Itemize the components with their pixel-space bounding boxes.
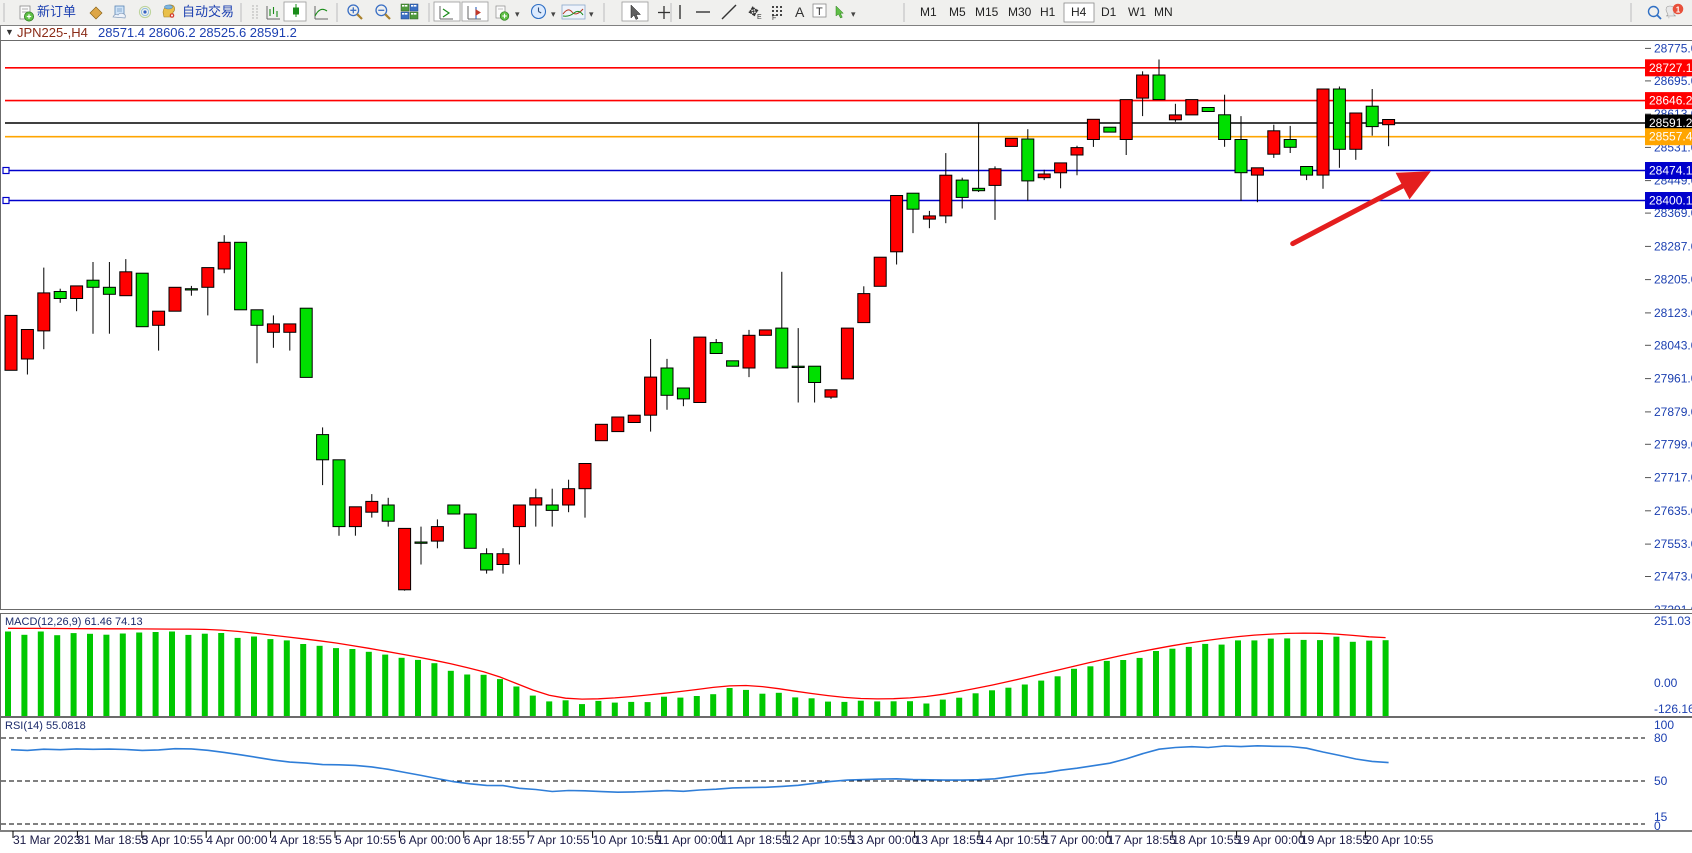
svg-text:12 Apr 10:55: 12 Apr 10:55 bbox=[786, 833, 854, 847]
svg-text:▾: ▾ bbox=[851, 9, 856, 19]
svg-text:27879.0: 27879.0 bbox=[1654, 405, 1692, 419]
svg-text:H1: H1 bbox=[1040, 5, 1056, 19]
svg-text:50: 50 bbox=[1654, 774, 1668, 788]
svg-text:MN: MN bbox=[1154, 5, 1173, 19]
svg-text:H4: H4 bbox=[1071, 5, 1087, 19]
svg-text:0.00: 0.00 bbox=[1654, 676, 1678, 690]
svg-text:28287.0: 28287.0 bbox=[1654, 239, 1692, 253]
svg-text:100: 100 bbox=[1654, 718, 1674, 732]
svg-text:A: A bbox=[795, 4, 805, 20]
svg-text:28591.2: 28591.2 bbox=[1649, 116, 1692, 130]
svg-text:6 Apr 18:55: 6 Apr 18:55 bbox=[464, 833, 526, 847]
svg-text:D1: D1 bbox=[1101, 5, 1117, 19]
svg-text:T: T bbox=[816, 6, 823, 18]
svg-text:M5: M5 bbox=[949, 5, 966, 19]
svg-text:F: F bbox=[772, 15, 776, 22]
svg-text:27391.0: 27391.0 bbox=[1654, 603, 1692, 609]
svg-text:RSI(14) 55.0818: RSI(14) 55.0818 bbox=[5, 720, 86, 732]
svg-text:27961.0: 27961.0 bbox=[1654, 372, 1692, 386]
svg-text:13 Apr 00:00: 13 Apr 00:00 bbox=[850, 833, 918, 847]
svg-text:▾: ▾ bbox=[589, 9, 594, 19]
svg-text:27799.0: 27799.0 bbox=[1654, 437, 1692, 451]
svg-text:28043.0: 28043.0 bbox=[1654, 338, 1692, 352]
svg-text:27553.0: 27553.0 bbox=[1654, 537, 1692, 551]
svg-text:28205.0: 28205.0 bbox=[1654, 273, 1692, 287]
svg-text:▾: ▾ bbox=[551, 9, 556, 19]
svg-text:13 Apr 18:55: 13 Apr 18:55 bbox=[915, 833, 983, 847]
svg-text:自动交易: 自动交易 bbox=[182, 4, 234, 19]
svg-text:28727.1: 28727.1 bbox=[1649, 61, 1692, 75]
svg-text:5 Apr 10:55: 5 Apr 10:55 bbox=[335, 833, 397, 847]
svg-text:6 Apr 00:00: 6 Apr 00:00 bbox=[399, 833, 461, 847]
svg-text:-126.16: -126.16 bbox=[1654, 702, 1692, 716]
svg-text:28123.0: 28123.0 bbox=[1654, 306, 1692, 320]
svg-text:31 Mar 2023: 31 Mar 2023 bbox=[13, 833, 81, 847]
svg-text:M15: M15 bbox=[975, 5, 999, 19]
svg-text:4 Apr 18:55: 4 Apr 18:55 bbox=[271, 833, 333, 847]
svg-text:11 Apr 00:00: 11 Apr 00:00 bbox=[657, 833, 724, 847]
svg-text:27635.0: 27635.0 bbox=[1654, 504, 1692, 518]
svg-text:W1: W1 bbox=[1128, 5, 1146, 19]
svg-text:3 Apr 10:55: 3 Apr 10:55 bbox=[142, 833, 204, 847]
svg-text:E: E bbox=[757, 14, 762, 21]
svg-text:7 Apr 10:55: 7 Apr 10:55 bbox=[528, 833, 590, 847]
svg-text:18 Apr 10:55: 18 Apr 10:55 bbox=[1172, 833, 1240, 847]
svg-text:1: 1 bbox=[1676, 5, 1681, 14]
svg-text:17 Apr 18:55: 17 Apr 18:55 bbox=[1108, 833, 1176, 847]
svg-text:M1: M1 bbox=[920, 5, 937, 19]
svg-text:28400.1: 28400.1 bbox=[1649, 194, 1692, 208]
svg-text:31 Mar 18:55: 31 Mar 18:55 bbox=[77, 833, 148, 847]
svg-text:10 Apr 10:55: 10 Apr 10:55 bbox=[593, 833, 661, 847]
svg-text:80: 80 bbox=[1654, 731, 1668, 745]
svg-text:19 Apr 00:00: 19 Apr 00:00 bbox=[1237, 833, 1305, 847]
svg-text:M30: M30 bbox=[1008, 5, 1032, 19]
svg-text:11 Apr 18:55: 11 Apr 18:55 bbox=[721, 833, 788, 847]
svg-text:28775.0: 28775.0 bbox=[1654, 41, 1692, 55]
svg-text:28474.1: 28474.1 bbox=[1649, 164, 1692, 178]
svg-text:28557.4: 28557.4 bbox=[1649, 130, 1692, 144]
svg-text:27473.0: 27473.0 bbox=[1654, 570, 1692, 584]
svg-text:4 Apr 00:00: 4 Apr 00:00 bbox=[206, 833, 268, 847]
svg-text:251.03: 251.03 bbox=[1654, 614, 1691, 628]
svg-text:14 Apr 10:55: 14 Apr 10:55 bbox=[979, 833, 1047, 847]
svg-text:17 Apr 00:00: 17 Apr 00:00 bbox=[1043, 833, 1111, 847]
svg-text:28646.2: 28646.2 bbox=[1649, 94, 1692, 108]
svg-text:27717.0: 27717.0 bbox=[1654, 471, 1692, 485]
svg-text:19 Apr 18:55: 19 Apr 18:55 bbox=[1301, 833, 1369, 847]
svg-text:新订单: 新订单 bbox=[37, 4, 76, 19]
svg-text:20 Apr 10:55: 20 Apr 10:55 bbox=[1365, 833, 1433, 847]
svg-text:MACD(12,26,9) 61.46 74.13: MACD(12,26,9) 61.46 74.13 bbox=[5, 616, 143, 628]
svg-text:▾: ▾ bbox=[515, 9, 520, 19]
